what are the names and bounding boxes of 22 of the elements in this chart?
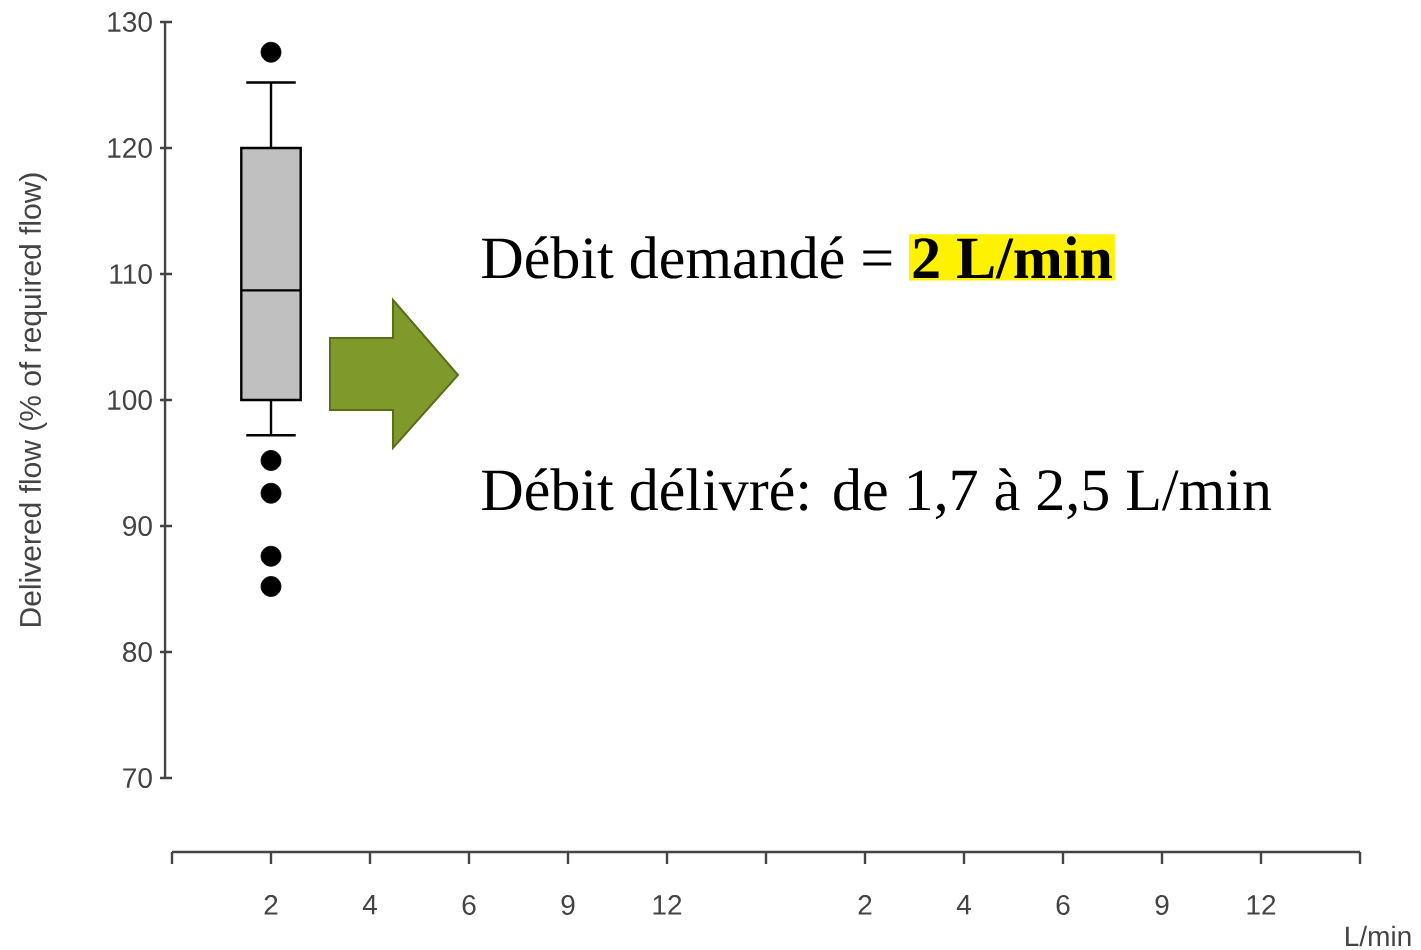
x-tick-label: 12 [1247, 895, 1276, 915]
x-tick-label: 2 [858, 895, 872, 915]
annotation: 2 L/min [913, 236, 1112, 279]
x-tick-label: 12 [653, 895, 682, 915]
x-tick-label: 4 [362, 895, 377, 915]
y-tick-label: 90 [123, 516, 152, 536]
x-tick-label: 9 [1155, 895, 1169, 915]
y-tick-label: 80 [123, 642, 152, 662]
y-tick-label: 130 [108, 12, 152, 32]
annotation: Débit demandé = [482, 236, 892, 279]
x-tick-label: 6 [1056, 895, 1070, 915]
y-tick-label: 110 [110, 264, 152, 284]
annotation: Débit délivré: de 1,7 à 2,5 L/min [482, 468, 1272, 520]
y-tick-label: 120 [108, 138, 152, 158]
x-tick-label: 4 [956, 895, 971, 915]
y-axis-title: Delivered flow (% of required flow) [19, 173, 47, 626]
x-tick-label: 9 [561, 895, 575, 915]
y-tick-label: 70 [123, 768, 152, 788]
x-tick-label: 6 [462, 895, 476, 915]
x-tick-label: 2 [264, 895, 278, 915]
y-tick-label: 100 [108, 390, 152, 410]
x-axis-title: L/min [1346, 925, 1411, 947]
